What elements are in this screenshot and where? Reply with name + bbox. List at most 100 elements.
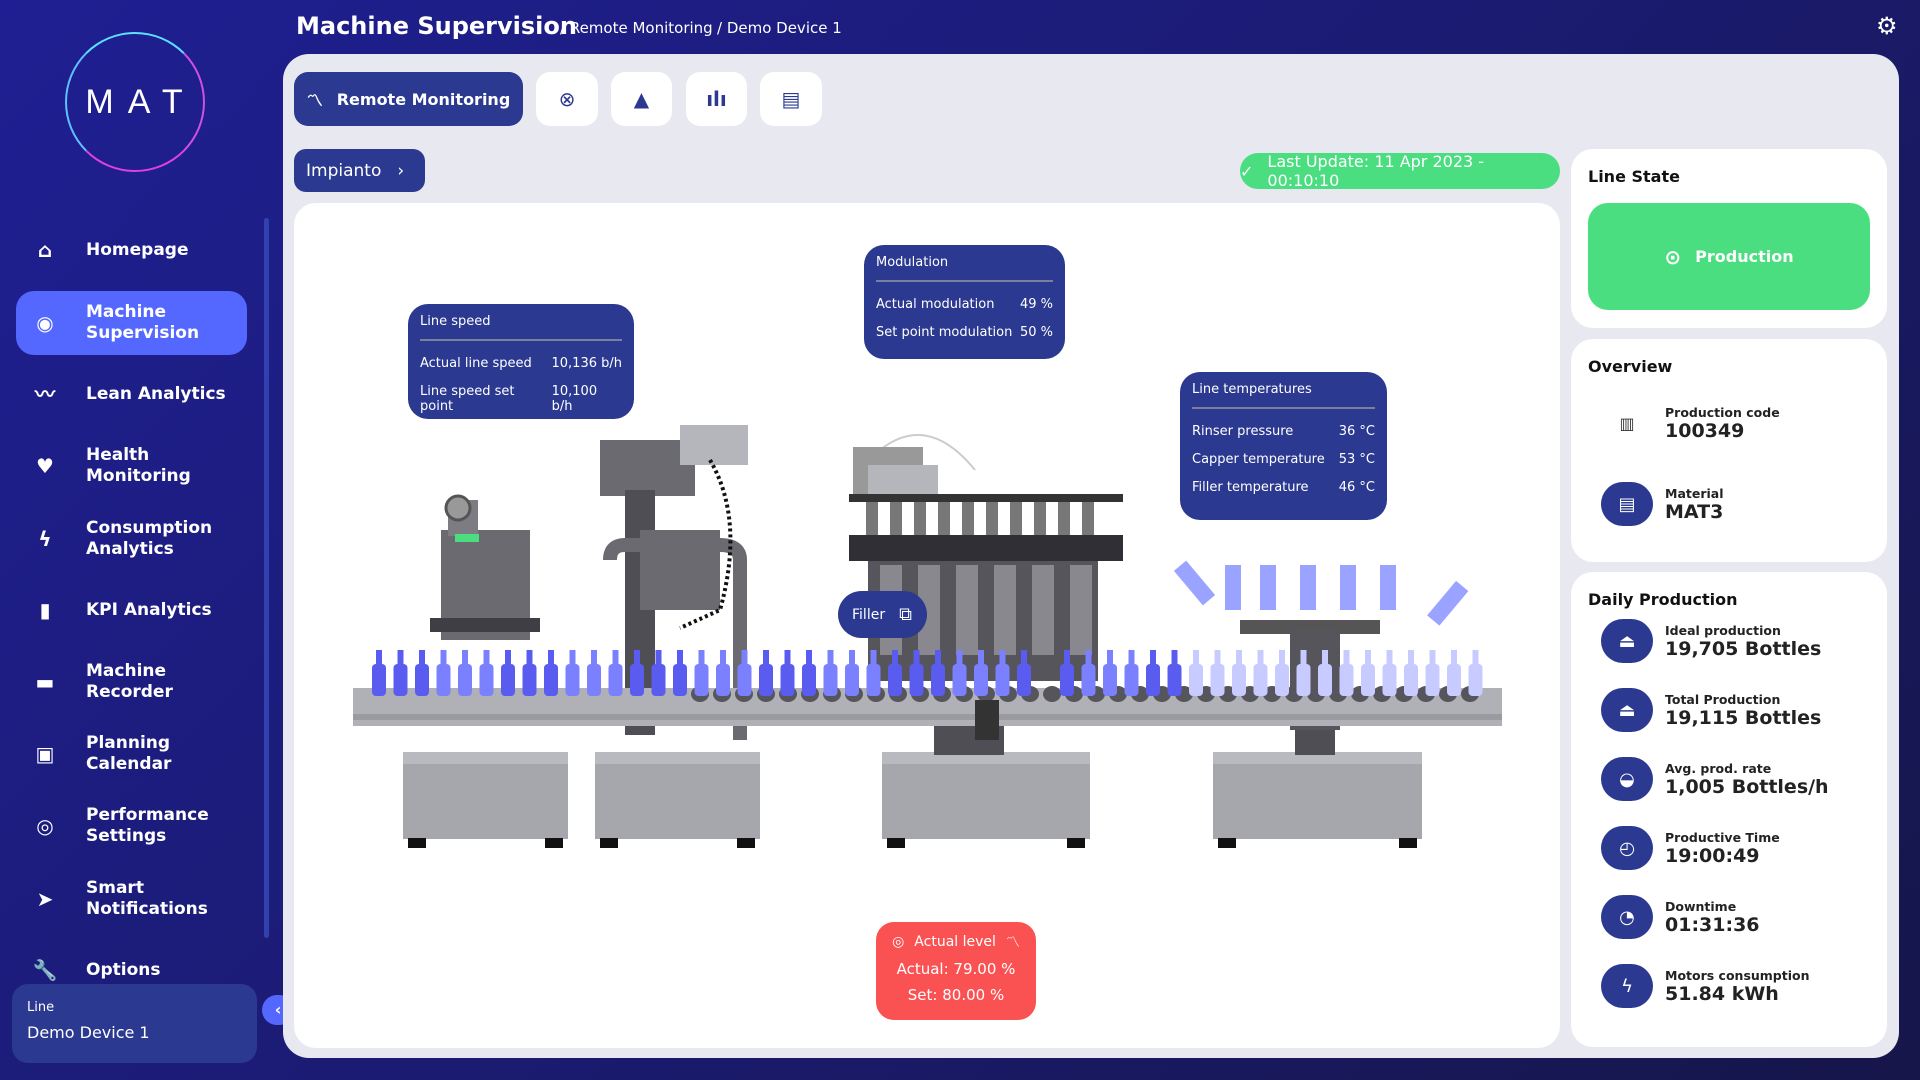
tab-charts[interactable]: ılı — [686, 72, 747, 126]
rinser-fan — [444, 494, 472, 522]
last-update-text: Last Update: 11 Apr 2023 - 00:10:10 — [1267, 152, 1485, 190]
filler-nozzle — [994, 565, 1016, 655]
panel-row: Set point modulation 50 % — [876, 325, 1053, 340]
actual-level-panel[interactable]: ◎ Actual level 〽 Actual: 79.00 % Set: 80.0… — [876, 922, 1036, 1020]
sidebar-item-smart-notifications[interactable]: ➤ Smart Notifications — [16, 875, 247, 923]
labeler-head — [600, 440, 695, 496]
panel-row: Filler temperature 46 °C — [1192, 480, 1375, 495]
bottle — [1210, 650, 1225, 696]
weight-icon: ⏏ — [1601, 688, 1653, 732]
bottle — [651, 650, 666, 696]
bar-chart-icon: ılı — [706, 87, 727, 111]
capper-arm — [1300, 565, 1316, 610]
filler-nozzle — [956, 565, 978, 655]
bottle — [737, 650, 752, 696]
stopwatch-icon: ◎ — [36, 813, 54, 838]
sidebar-scrollbar[interactable] — [264, 218, 269, 938]
bottle — [479, 650, 494, 696]
sidebar-item-kpi-analytics[interactable]: ▮ KPI Analytics — [16, 592, 247, 628]
sidebar-item-performance-settings[interactable]: ◎ Performance Settings — [16, 802, 247, 850]
sidebar-item-label: Machine Supervision — [86, 302, 200, 343]
breadcrumb-remote-monitoring[interactable]: / Remote Monitoring — [560, 19, 713, 37]
bottle — [1189, 650, 1203, 696]
bottle — [1296, 650, 1311, 696]
filler-nozzle — [1032, 565, 1054, 655]
sidebar-item-label: Smart Notifications — [86, 878, 208, 919]
sidebar-item-consumption-analytics[interactable]: ϟ Consumption Analytics — [16, 515, 247, 563]
machine-foot — [737, 838, 755, 848]
panel-row: Line speed set point 10,100 b/h — [420, 384, 598, 414]
bottle — [1081, 650, 1096, 696]
sidebar-item-machine-recorder[interactable]: ▬ Machine Recorder — [16, 661, 247, 702]
impianto-label: Impianto — [306, 160, 382, 181]
labeler-arm — [603, 538, 747, 740]
sidebar-item-lean-analytics[interactable]: 〰 Lean Analytics — [16, 376, 247, 412]
panel-row: Actual line speed 10,136 b/h — [420, 356, 622, 371]
machine-base — [595, 755, 760, 839]
filler-button[interactable]: Filler ⧉ — [838, 591, 927, 638]
bottle — [501, 650, 515, 696]
panel-row: Capper temperature 53 °C — [1192, 452, 1375, 467]
calendar-icon: ▣ — [35, 741, 55, 766]
bottle — [372, 650, 386, 696]
heart-icon: ♥ — [36, 453, 54, 478]
tab-remote-monitoring[interactable]: 〽 Remote Monitoring — [294, 72, 523, 126]
filler-nozzle — [1070, 565, 1092, 655]
bottle — [1404, 650, 1418, 696]
tab-reports[interactable]: ▤ — [760, 72, 822, 126]
barcode-icon: ▥ — [1619, 413, 1635, 433]
sidebar-item-machine-supervision[interactable]: ◉ Machine Supervision — [16, 291, 247, 355]
bottle — [1103, 650, 1117, 696]
labeler-box — [680, 425, 748, 465]
overview-card: Overview ▥ Production code 100349 ▤ Materia… — [1571, 339, 1887, 562]
bottle — [995, 650, 1010, 696]
sidebar-item-options[interactable]: 🔧 Options — [16, 952, 247, 988]
sidebar-item-label: Homepage — [86, 239, 189, 260]
production-code: ▥ Production code 100349 — [1601, 401, 1779, 445]
bottle — [522, 650, 537, 696]
capper-arm — [1260, 565, 1276, 610]
bottle — [888, 650, 902, 696]
sidebar-item-label: Consumption Analytics — [86, 518, 213, 559]
capper-arm — [1340, 565, 1356, 610]
sidebar-item-homepage[interactable]: ⌂ Homepage — [16, 232, 247, 268]
line-selector[interactable]: Line Demo Device 1 — [12, 984, 257, 1063]
impianto-button[interactable]: Impianto › — [294, 149, 425, 192]
gear-icon[interactable]: ⚙ — [1876, 12, 1898, 40]
machine-base — [1213, 755, 1422, 839]
machine-base-top — [595, 752, 760, 764]
bottle — [1124, 650, 1139, 696]
filler-valve — [1082, 502, 1094, 537]
sidebar-item-planning-calendar[interactable]: ▣ Planning Calendar — [16, 730, 247, 778]
filler-valve — [890, 502, 902, 537]
filler-block — [868, 465, 938, 495]
tab-alarms[interactable]: ⊗ — [536, 72, 598, 126]
machine-foot — [408, 838, 426, 848]
card-title: Daily Production — [1588, 590, 1738, 609]
bottle — [415, 650, 429, 696]
modulation-panel: Modulation Actual modulation 49 % Set poi… — [864, 245, 1065, 359]
card-title: Line State — [1588, 167, 1680, 186]
level-actual: Actual: 79.00 % — [896, 960, 1016, 978]
bottle — [608, 650, 623, 696]
line-label: Line — [27, 1000, 55, 1015]
rinser-plate — [430, 618, 540, 632]
filler-nozzle — [918, 565, 940, 655]
breadcrumb-device[interactable]: / Demo Device 1 — [717, 19, 842, 37]
conveyor-screw — [1043, 686, 1061, 702]
machine-foot — [600, 838, 618, 848]
cable — [679, 458, 733, 630]
downtime-icon: ◔ — [1601, 895, 1653, 939]
capper-arm — [1225, 565, 1241, 610]
conveyor-rail — [353, 714, 1502, 720]
trend-icon: 〽 — [306, 91, 323, 110]
bottle — [544, 650, 558, 696]
bottle — [866, 650, 881, 696]
bottle — [673, 650, 687, 696]
bottle — [393, 650, 408, 696]
tab-warnings[interactable]: ▲ — [611, 72, 672, 126]
bottle — [931, 650, 945, 696]
filler-valve — [986, 502, 998, 537]
sidebar-item-health-monitoring[interactable]: ♥ Health Monitoring — [16, 445, 247, 486]
